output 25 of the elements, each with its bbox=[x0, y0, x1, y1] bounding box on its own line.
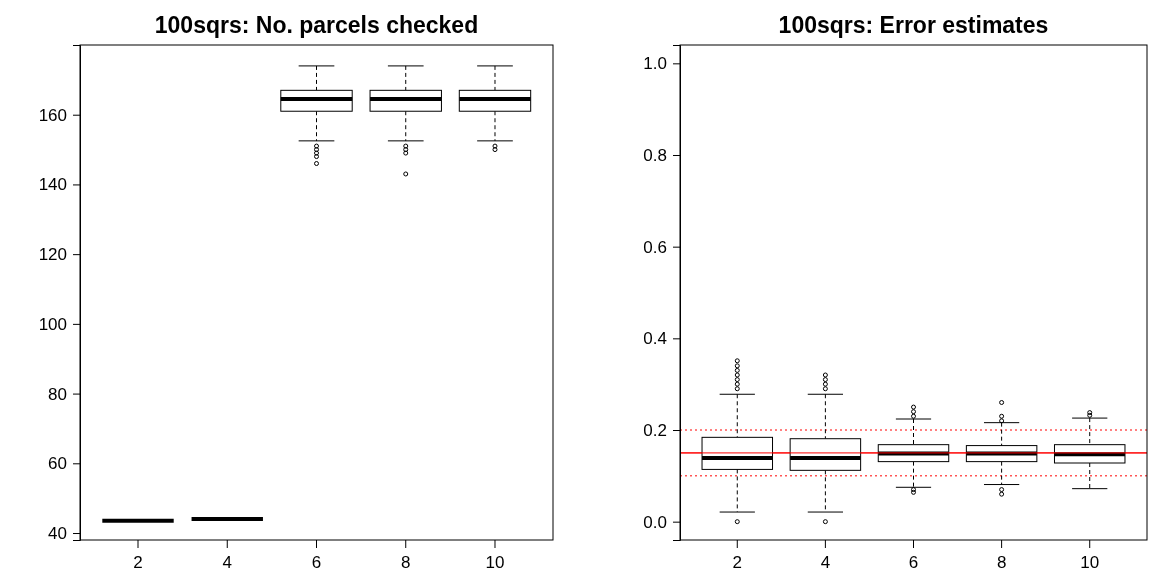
x-tick-label: 6 bbox=[311, 553, 322, 573]
y-tick-label: 0.2 bbox=[643, 420, 667, 440]
y-tick-label: 0.8 bbox=[643, 145, 667, 165]
y-tick-label: 0.0 bbox=[643, 512, 667, 532]
chart-title: 100sqrs: No. parcels checked bbox=[154, 12, 479, 38]
x-tick-label: 10 bbox=[1080, 553, 1100, 573]
y-tick-label: 0.4 bbox=[643, 329, 667, 349]
x-tick-label: 8 bbox=[996, 553, 1007, 573]
x-tick-label: 2 bbox=[732, 553, 743, 573]
x-tick-label: 10 bbox=[485, 553, 505, 573]
y-tick-label: 100 bbox=[38, 314, 67, 334]
x-tick-label: 6 bbox=[908, 553, 919, 573]
x-tick-label: 2 bbox=[133, 553, 143, 573]
x-tick-label: 4 bbox=[222, 553, 232, 573]
x-tick-label: 4 bbox=[820, 553, 831, 573]
y-tick-label: 1.0 bbox=[643, 54, 667, 74]
y-tick-label: 120 bbox=[38, 245, 67, 265]
y-tick-label: 160 bbox=[38, 105, 67, 125]
x-tick-label: 8 bbox=[401, 553, 411, 573]
chart-title: 100sqrs: Error estimates bbox=[778, 12, 1049, 38]
y-tick-label: 80 bbox=[48, 384, 67, 404]
y-tick-label: 140 bbox=[38, 175, 67, 195]
y-tick-label: 60 bbox=[48, 454, 67, 474]
y-tick-label: 40 bbox=[48, 523, 67, 543]
y-tick-label: 0.6 bbox=[643, 237, 667, 257]
